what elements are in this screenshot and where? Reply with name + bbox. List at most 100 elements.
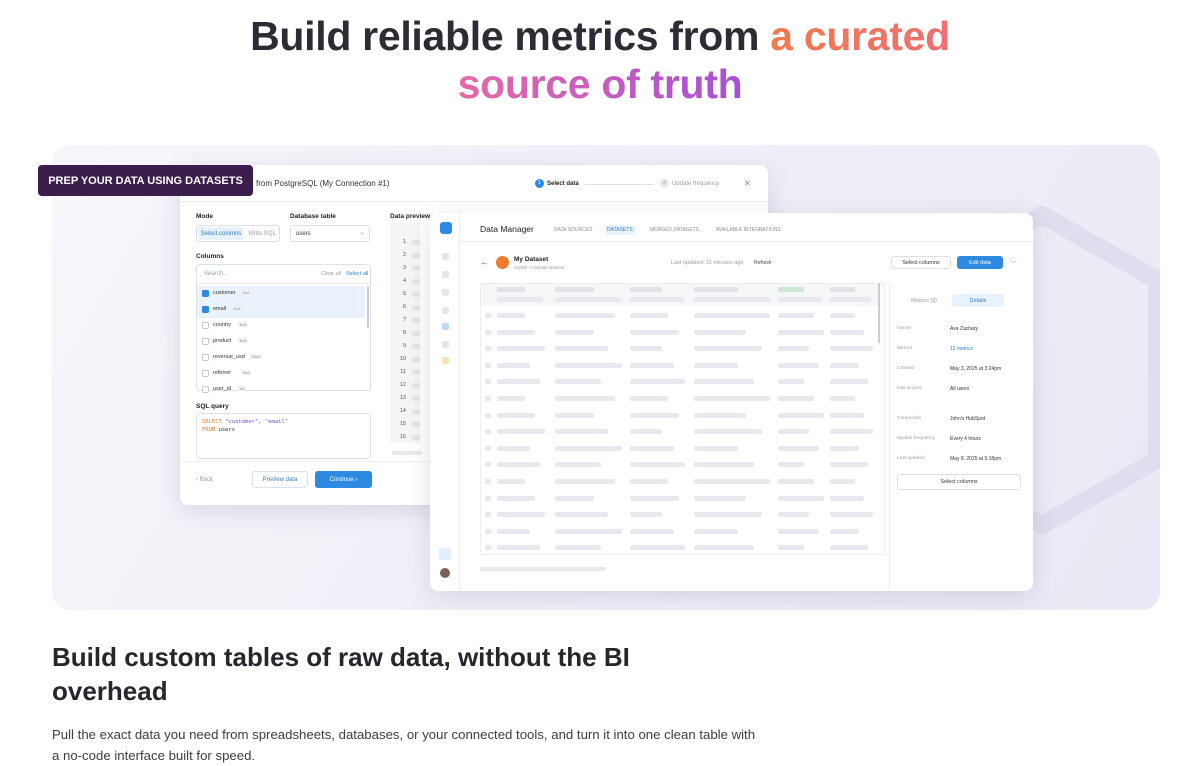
cell-placeholder (830, 528, 860, 534)
selected-row (197, 286, 365, 302)
column-name: referrer (213, 370, 232, 376)
column-name: email (213, 306, 227, 312)
sql-table: users (218, 427, 236, 433)
cell-placeholder (555, 495, 594, 501)
edit-data-button[interactable]: Edit data (957, 256, 1003, 269)
cell-placeholder (555, 313, 615, 318)
sidebar-icon[interactable] (442, 341, 449, 348)
cell-placeholder (630, 396, 668, 401)
cell-placeholder (412, 370, 420, 375)
mode-option[interactable]: Select columns (198, 227, 244, 240)
cell-placeholder (497, 379, 540, 385)
row-number: 4 (402, 278, 406, 284)
mode-option[interactable]: Write SQL (248, 230, 276, 237)
sidebar-icon[interactable] (442, 289, 449, 296)
sidebar-icon[interactable] (439, 548, 451, 560)
step-label: Select data (547, 181, 579, 187)
cell-placeholder (778, 396, 814, 401)
column-name: user_id (213, 386, 232, 392)
cell-placeholder (630, 379, 686, 385)
row-number: 15 (399, 421, 406, 427)
panel-tab[interactable]: Metrics (3) (911, 297, 937, 304)
panel-select-columns[interactable]: Select columns (897, 474, 1021, 490)
cell-placeholder (778, 313, 814, 318)
cell-placeholder (630, 429, 662, 435)
column-name: customer (213, 290, 236, 296)
row-check (485, 329, 491, 335)
manager-tab[interactable]: DATASETS (605, 225, 635, 235)
clear-all[interactable]: Clear all (321, 271, 342, 277)
scrollbar (878, 283, 880, 343)
detail-label: Metrics (897, 346, 913, 351)
sidebar-icon[interactable] (442, 323, 449, 330)
manager-tab[interactable]: DATA SOURCES (554, 227, 593, 233)
data-table (480, 283, 885, 555)
sidebar-icon[interactable] (442, 307, 449, 314)
cell-placeholder (412, 435, 420, 440)
cell-placeholder (778, 412, 824, 418)
back-arrow[interactable]: ← (480, 257, 489, 267)
last-updated: Last updated: 31 minutes ago (671, 260, 744, 266)
step-label: Update frequency (672, 181, 720, 187)
sidebar-icon[interactable] (442, 253, 449, 260)
cell-placeholder (778, 479, 814, 484)
table-select[interactable] (290, 225, 370, 242)
continue-button[interactable]: Continue › (315, 471, 372, 488)
cell-placeholder (830, 512, 873, 518)
sql-editor[interactable] (196, 413, 371, 459)
header-placeholder (778, 287, 805, 292)
checkbox[interactable] (202, 338, 209, 345)
cell-placeholder (497, 346, 545, 352)
checkbox[interactable] (202, 354, 209, 361)
column-type: float (250, 354, 262, 359)
cell-placeholder (630, 528, 674, 534)
row-number: 8 (402, 330, 406, 336)
checkbox[interactable] (202, 386, 209, 393)
cell-placeholder (630, 495, 680, 501)
sidebar-icon[interactable] (442, 271, 449, 278)
cell-placeholder (630, 479, 668, 484)
cell-placeholder (497, 462, 540, 468)
row-check (485, 462, 491, 468)
select-all[interactable]: Select all (346, 271, 369, 277)
cell-placeholder (497, 445, 530, 451)
cell-placeholder (694, 528, 738, 534)
cell-placeholder (694, 429, 762, 435)
select-columns-button[interactable]: Select columns (891, 256, 951, 269)
cell-placeholder (830, 396, 855, 401)
cell-placeholder (412, 266, 420, 271)
row-check (485, 412, 491, 418)
checkbox[interactable] (202, 306, 209, 313)
checkbox[interactable] (202, 322, 209, 329)
back-button[interactable]: Back (199, 477, 214, 483)
checkbox[interactable] (202, 290, 209, 297)
preview-button[interactable]: Preview data (252, 471, 308, 488)
more-button[interactable]: ⋯ (1010, 259, 1017, 266)
row-number: 7 (402, 317, 406, 323)
cell-placeholder (555, 412, 594, 418)
side-panel (889, 283, 1033, 591)
row-check (485, 429, 491, 435)
close-button[interactable]: × (744, 176, 752, 190)
manager-tab[interactable]: MERGED DATASETS (650, 227, 699, 233)
section-body: Pull the exact data you need from spread… (52, 727, 756, 763)
header-placeholder (555, 287, 594, 292)
header-placeholder (778, 297, 822, 302)
search-input[interactable]: Search... (204, 271, 229, 277)
panel-tab[interactable]: Details (952, 294, 1004, 307)
sidebar-icon[interactable] (442, 357, 449, 364)
dataset-name: My Dataset (514, 256, 549, 263)
refresh-button[interactable]: Refresh (754, 260, 772, 266)
manager-tab[interactable]: AVAILABLE INTEGRATIONS (716, 227, 781, 233)
cell-placeholder (412, 279, 420, 284)
detail-value: May 3, 2025 at 3:24pm (950, 366, 1002, 372)
select-caret: ⌄ (359, 229, 365, 236)
cell-placeholder (830, 495, 864, 501)
row-number: 16 (399, 434, 406, 440)
cell-placeholder (694, 313, 770, 318)
wizard-title: from PostgreSQL (My Connection #1) (256, 179, 390, 188)
cell-placeholder (497, 362, 530, 368)
sql-keyword: SELECT (202, 419, 222, 425)
checkbox[interactable] (202, 370, 209, 377)
step-number: 2 (660, 179, 669, 188)
